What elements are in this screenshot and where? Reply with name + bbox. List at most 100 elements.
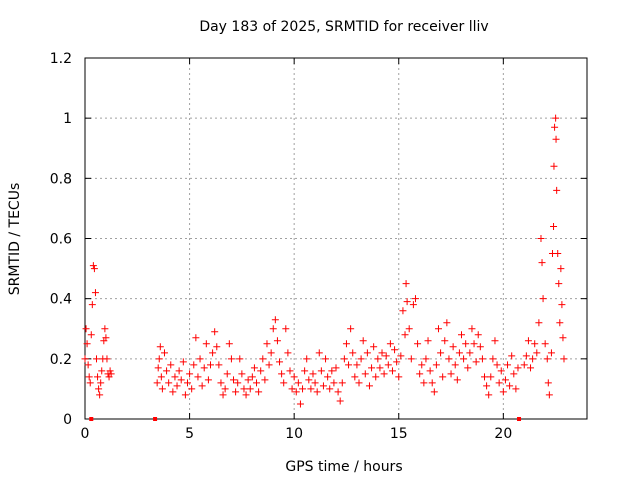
data-point [547, 349, 555, 357]
data-point [524, 337, 532, 345]
data-point [537, 235, 545, 242]
data-point [551, 123, 559, 131]
data-point [236, 355, 244, 363]
data-point [493, 361, 501, 369]
data-point [363, 349, 371, 357]
data-point [288, 385, 296, 393]
y-tick-label: 1.2 [50, 51, 72, 67]
data-point [155, 355, 163, 363]
data-point [558, 301, 566, 309]
data-point [301, 367, 309, 375]
data-point [190, 361, 198, 369]
x-tick-label: 0 [81, 426, 90, 442]
data-point [103, 355, 111, 363]
data-point [520, 361, 528, 369]
data-point [88, 301, 96, 309]
data-point [474, 331, 482, 339]
data-point [544, 379, 552, 387]
data-point [255, 388, 263, 396]
data-point [472, 358, 480, 366]
y-axis-label: SRMTID / TECUs [7, 183, 23, 296]
data-point [555, 280, 563, 288]
data-points [81, 114, 568, 408]
data-point [455, 349, 463, 357]
data-point [545, 391, 553, 399]
data-point [167, 361, 175, 369]
data-point [153, 379, 161, 387]
data-point [368, 364, 376, 372]
gap-marker [153, 417, 158, 421]
data-point [107, 370, 115, 378]
data-point [409, 301, 417, 309]
data-point [357, 355, 365, 363]
data-point [374, 355, 382, 363]
data-point [378, 349, 386, 357]
data-point [157, 373, 165, 381]
data-point [227, 355, 235, 363]
data-point [497, 367, 505, 375]
data-point [388, 367, 396, 375]
data-point [223, 370, 231, 378]
data-point [163, 367, 171, 375]
data-point [94, 373, 102, 381]
data-point [353, 361, 361, 369]
data-point [403, 298, 411, 306]
data-point [209, 349, 217, 357]
data-point [533, 349, 541, 357]
data-point [213, 343, 221, 351]
data-point [557, 265, 565, 273]
data-point [317, 367, 325, 375]
data-point [338, 379, 346, 387]
data-point [215, 361, 223, 369]
data-point [539, 295, 547, 303]
data-point [372, 373, 380, 381]
data-point [183, 379, 191, 387]
data-point [430, 388, 438, 396]
data-point [439, 373, 447, 381]
x-tick-label: 15 [390, 426, 408, 442]
data-point [286, 367, 294, 375]
data-point [89, 262, 97, 270]
data-point [349, 349, 357, 357]
data-point [91, 289, 99, 297]
y-tick-label: 0.6 [50, 232, 72, 248]
data-point [219, 391, 227, 399]
data-point [101, 325, 109, 333]
data-point [253, 379, 261, 387]
data-point [328, 367, 336, 375]
data-point [345, 361, 353, 369]
data-point [257, 367, 265, 375]
data-point [399, 307, 407, 315]
data-point [284, 349, 292, 357]
data-point [82, 325, 90, 333]
data-point [242, 391, 250, 399]
data-point [543, 355, 551, 363]
data-point [271, 316, 279, 324]
data-point [559, 334, 567, 342]
data-point [451, 361, 459, 369]
data-point [485, 391, 493, 399]
y-tick-label: 0.4 [50, 292, 72, 308]
data-point [211, 328, 219, 336]
data-point [424, 337, 432, 345]
data-point [441, 337, 449, 345]
data-point [376, 364, 384, 372]
data-point [395, 373, 403, 381]
data-point [437, 349, 445, 357]
data-point [188, 385, 196, 393]
data-point [324, 373, 332, 381]
data-point [292, 388, 300, 396]
data-point [336, 397, 344, 405]
data-point [248, 373, 256, 381]
data-point [202, 340, 210, 348]
data-point [154, 364, 162, 372]
x-axis-label: GPS time / hours [285, 459, 402, 475]
data-point [85, 373, 93, 381]
data-point [96, 391, 104, 399]
data-point [334, 388, 342, 396]
data-point [470, 340, 478, 348]
grid [85, 58, 587, 419]
data-point [177, 376, 185, 384]
data-point [481, 373, 489, 381]
